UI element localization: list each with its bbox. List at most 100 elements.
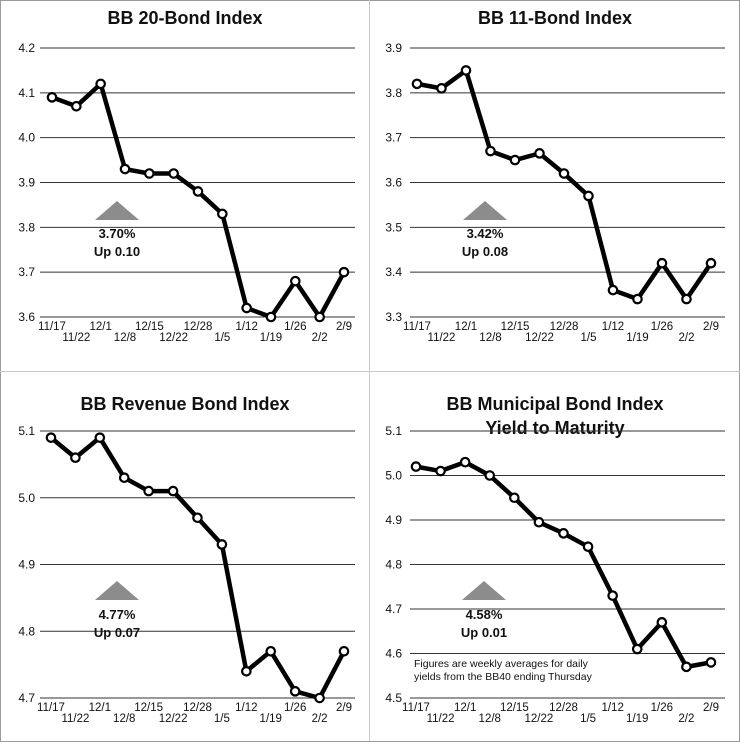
chart-panel-1: BB 20-Bond Index4.24.14.03.93.83.73.611/…: [18, 8, 355, 344]
series-line: [48, 435, 347, 701]
x-tick-label: 12/1: [455, 321, 477, 333]
x-tick-label: 2/2: [312, 332, 328, 344]
data-point: [509, 154, 521, 166]
x-tick-label: 12/28: [184, 321, 213, 333]
y-tick-label: 3.8: [18, 220, 35, 234]
data-point: [217, 208, 228, 220]
chart-title: BB 11-Bond Index: [478, 8, 632, 28]
x-tick-label: 1/12: [601, 702, 623, 714]
x-tick-label: 2/9: [336, 702, 352, 714]
x-tick-label: 12/22: [159, 713, 188, 725]
x-tick-label: 12/1: [89, 702, 111, 714]
current-yield-label: 4.77%: [99, 607, 136, 622]
x-tick-label: 12/28: [550, 321, 579, 333]
data-point: [484, 470, 496, 481]
data-point: [70, 452, 81, 463]
y-tick-label: 4.7: [18, 691, 35, 705]
x-tick-label: 12/1: [89, 321, 111, 333]
footnote-line: yields from the BB40 ending Thursday: [414, 671, 593, 683]
y-tick-label: 3.4: [385, 265, 402, 279]
x-tick-label: 1/5: [214, 332, 230, 344]
up-arrow-icon: [95, 581, 139, 600]
horizontal-divider: [0, 371, 740, 372]
data-point: [143, 485, 154, 497]
x-tick-label: 11/22: [427, 713, 455, 725]
data-point: [118, 472, 130, 484]
data-point: [95, 78, 106, 90]
chart-panel-2: BB 11-Bond Index3.93.83.73.63.53.43.311/…: [385, 8, 725, 344]
x-tick-label: 1/12: [602, 321, 624, 333]
y-tick-label: 4.8: [18, 624, 35, 638]
y-tick-label: 5.1: [18, 424, 35, 438]
data-point: [192, 512, 203, 524]
x-tick-label: 2/9: [703, 321, 719, 333]
x-tick-label: 11/17: [402, 702, 430, 714]
data-point: [241, 302, 252, 314]
x-tick-label: 11/22: [428, 332, 456, 344]
data-point: [314, 311, 325, 323]
x-tick-label: 1/26: [651, 702, 673, 714]
x-tick-label: 1/12: [235, 321, 257, 333]
data-point: [265, 311, 277, 323]
data-point: [632, 293, 643, 305]
x-tick-label: 12/28: [183, 702, 212, 714]
x-tick-label: 12/1: [454, 702, 476, 714]
y-tick-label: 3.9: [385, 41, 402, 55]
y-tick-label: 3.3: [385, 310, 402, 324]
y-tick-label: 5.0: [385, 469, 402, 483]
x-tick-label: 2/2: [679, 332, 695, 344]
data-point: [168, 168, 179, 179]
y-tick-label: 3.7: [18, 265, 35, 279]
x-tick-label: 2/2: [678, 713, 694, 725]
x-tick-label: 12/15: [500, 702, 529, 714]
footnote-line: Figures are weekly averages for daily: [414, 658, 589, 670]
data-point: [119, 163, 131, 175]
x-tick-label: 1/19: [260, 713, 282, 725]
y-tick-label: 3.7: [385, 131, 402, 145]
x-tick-label: 11/22: [62, 332, 90, 344]
data-point: [558, 168, 570, 179]
x-tick-label: 12/15: [134, 702, 163, 714]
x-tick-label: 2/9: [336, 321, 352, 333]
yield-change-label: Up 0.10: [94, 244, 140, 259]
data-point: [94, 432, 106, 443]
data-point: [144, 168, 155, 179]
x-tick-label: 12/15: [135, 321, 164, 333]
data-point: [338, 266, 350, 278]
yield-change-label: Up 0.08: [462, 244, 508, 259]
data-point: [705, 657, 717, 668]
data-point: [681, 661, 692, 673]
y-tick-label: 4.6: [385, 647, 402, 661]
data-point: [631, 643, 643, 655]
y-tick-label: 4.0: [18, 131, 35, 145]
data-point: [46, 92, 58, 103]
up-arrow-icon: [463, 201, 507, 220]
y-tick-label: 3.8: [385, 86, 402, 100]
x-tick-label: 11/17: [37, 702, 65, 714]
data-point: [607, 590, 618, 601]
x-tick-label: 1/26: [651, 321, 673, 333]
data-point: [45, 432, 57, 443]
chart-title: BB Revenue Bond Index: [80, 394, 289, 414]
data-point: [533, 516, 545, 528]
data-point: [558, 528, 569, 539]
x-tick-label: 1/19: [626, 713, 648, 725]
data-point: [607, 284, 619, 296]
x-tick-label: 12/22: [525, 332, 554, 344]
data-point: [436, 83, 447, 94]
x-tick-label: 12/22: [159, 332, 188, 344]
data-point: [681, 293, 692, 305]
x-tick-label: 1/5: [214, 713, 230, 725]
x-tick-label: 1/26: [284, 321, 306, 333]
x-tick-label: 11/22: [61, 713, 89, 725]
x-tick-label: 1/5: [581, 332, 597, 344]
data-point: [410, 461, 422, 472]
up-arrow-icon: [95, 201, 139, 220]
data-point: [582, 541, 594, 552]
data-point: [583, 190, 594, 202]
x-tick-label: 1/19: [626, 332, 648, 344]
yield-change-label: Up 0.07: [94, 625, 140, 640]
y-tick-label: 4.7: [385, 602, 402, 616]
data-point: [485, 145, 496, 157]
